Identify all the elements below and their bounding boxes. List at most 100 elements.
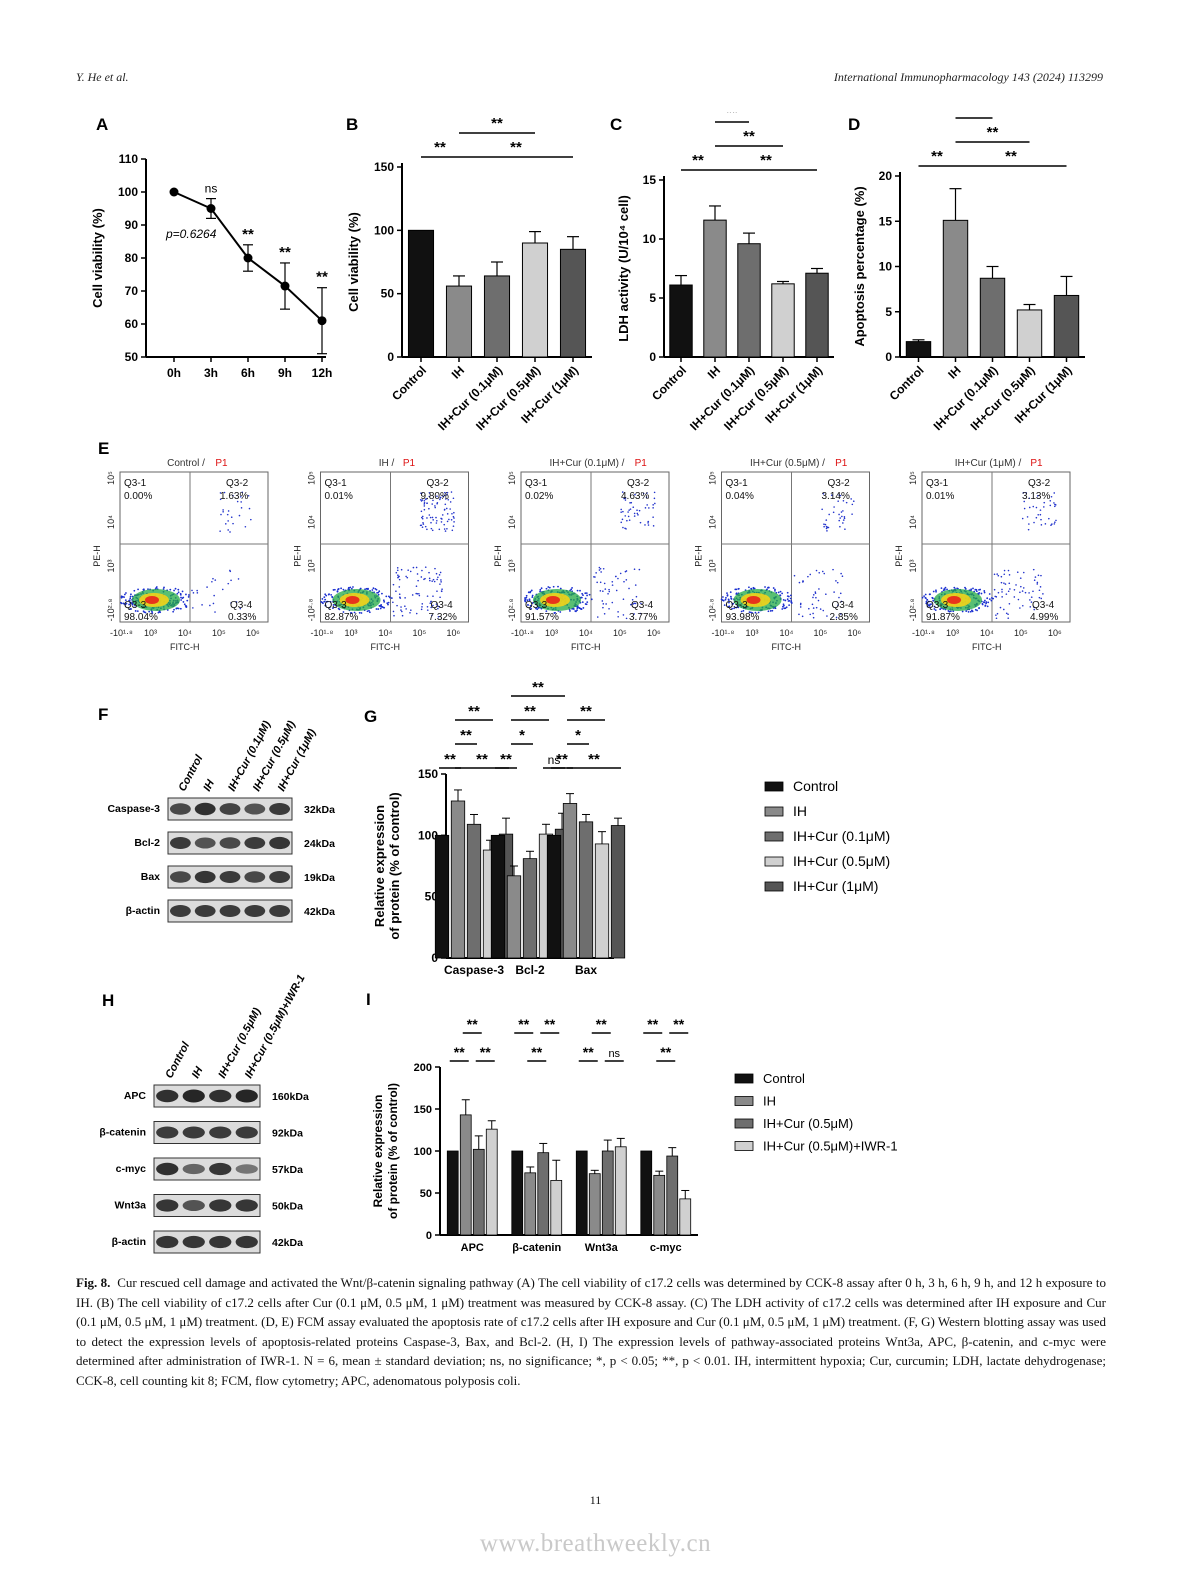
- quadrant-percent: 0.33%: [228, 612, 256, 623]
- event-dot: [425, 498, 428, 500]
- significance-label: **: [726, 112, 738, 121]
- event-dot: [798, 581, 801, 584]
- bar: [669, 284, 693, 358]
- event-dot: [586, 601, 589, 604]
- event-dot: [832, 511, 835, 514]
- event-dot: [764, 586, 766, 588]
- y-tick-label: 90: [125, 218, 139, 232]
- blot-band: [269, 836, 291, 850]
- event-dot: [342, 611, 345, 613]
- event-dot: [1009, 588, 1011, 590]
- event-dot: [946, 588, 948, 591]
- event-dot: [1038, 596, 1041, 599]
- event-dot: [972, 587, 974, 590]
- event-dot: [821, 570, 824, 573]
- event-dot: [435, 522, 438, 524]
- event-dot: [428, 495, 431, 498]
- event-dot: [440, 579, 442, 581]
- significance-label: ns: [548, 753, 561, 767]
- event-dot: [1028, 523, 1030, 525]
- event-dot: [620, 508, 622, 511]
- event-dot: [932, 599, 935, 602]
- x-tick-label: Caspase-3: [444, 963, 504, 977]
- x-tick-label: 10⁴: [579, 628, 593, 638]
- event-dot: [799, 606, 802, 608]
- event-dot: [449, 501, 452, 503]
- event-dot: [1020, 585, 1022, 588]
- event-dot: [740, 610, 743, 613]
- event-dot: [406, 576, 409, 579]
- event-dot: [837, 604, 839, 607]
- event-dot: [638, 509, 641, 512]
- event-dot: [342, 588, 345, 591]
- event-dot: [990, 597, 993, 599]
- blot-row-label: β-actin: [126, 905, 160, 917]
- event-dot: [137, 588, 139, 591]
- event-dot: [383, 606, 386, 609]
- event-dot: [851, 513, 853, 515]
- event-dot: [798, 613, 800, 616]
- y-tick-label: 10⁴: [708, 515, 718, 529]
- event-dot: [327, 593, 330, 596]
- event-dot: [995, 617, 998, 620]
- event-dot: [615, 589, 618, 592]
- event-dot: [440, 581, 442, 583]
- event-dot: [430, 521, 432, 524]
- event-dot: [405, 608, 407, 610]
- event-dot: [644, 524, 646, 526]
- blot-band: [182, 1235, 205, 1249]
- event-dot: [582, 607, 585, 609]
- event-dot: [1019, 591, 1021, 594]
- bar: [653, 1174, 666, 1236]
- blot-row-label: Bcl-2: [134, 837, 160, 849]
- page-number: 11: [589, 1493, 602, 1507]
- event-dot: [428, 514, 431, 516]
- event-dot: [631, 598, 634, 601]
- panel-label: D: [848, 115, 860, 134]
- blot-band: [169, 871, 191, 883]
- blot-band: [219, 905, 241, 917]
- molecular-weight-label: 57kDa: [272, 1164, 303, 1176]
- event-dot: [782, 604, 785, 607]
- event-dot: [826, 615, 828, 617]
- event-dot: [640, 602, 642, 605]
- legend-entry: Control: [793, 778, 838, 794]
- quadrant-name: Q3-2: [427, 478, 450, 489]
- legend-entry: Control: [763, 1071, 805, 1086]
- event-dot: [997, 574, 1000, 577]
- event-dot: [420, 608, 423, 611]
- event-dot: [226, 513, 229, 516]
- event-dot: [617, 615, 619, 618]
- event-dot: [754, 611, 757, 614]
- event-dot: [230, 516, 233, 519]
- event-dot: [949, 610, 952, 613]
- event-dot: [547, 586, 550, 588]
- y-axis-title: LDH activity (U/10⁴ cell): [616, 195, 631, 342]
- bar: [575, 1150, 588, 1236]
- event-dot: [444, 530, 447, 532]
- event-dot: [933, 608, 936, 610]
- event-dot: [814, 591, 817, 593]
- event-dot: [812, 607, 815, 609]
- event-dot: [428, 507, 430, 510]
- blot-band: [269, 803, 291, 815]
- significance-label: **: [518, 1016, 529, 1032]
- panel-label: B: [346, 115, 358, 134]
- x-tick-label: 10⁴: [980, 628, 994, 638]
- event-dot: [332, 589, 335, 591]
- x-tick-label: 10⁶: [647, 628, 661, 638]
- event-dot: [1029, 599, 1031, 601]
- y-tick-label: 100: [374, 223, 394, 237]
- event-dot: [636, 512, 639, 515]
- event-dot: [325, 594, 328, 597]
- x-tick-label: Control: [649, 363, 689, 403]
- event-dot: [431, 516, 434, 519]
- panel-I-grouped-bar-chart: I 0 50 100 150 200 Relative expression of prot…: [366, 990, 898, 1254]
- y-tick-label: -10²·⁸: [708, 598, 718, 621]
- density-core-red: [546, 596, 560, 604]
- event-dot: [531, 596, 534, 598]
- event-dot: [1028, 497, 1031, 500]
- quadrant-percent: 91.87%: [926, 612, 960, 623]
- event-dot: [812, 594, 815, 596]
- event-dot: [623, 580, 625, 583]
